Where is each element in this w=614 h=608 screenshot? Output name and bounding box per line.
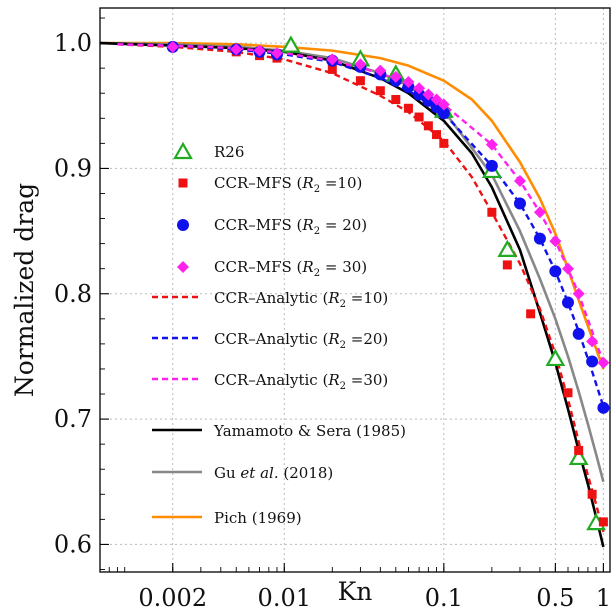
x-tick-label: 0.01 (258, 584, 311, 608)
data-point-circle (572, 327, 585, 340)
data-point-diamond (437, 98, 450, 111)
data-point-diamond (430, 93, 443, 106)
legend-entry: CCR–Analytic (R2 =30) (152, 371, 388, 392)
data-point-diamond (422, 88, 435, 101)
x-tick-labels: 0.002 0.01 0.1 0.5 1 (138, 584, 611, 608)
legend: R26 CCR–MFS (R2 =10) CCR–MFS (R2 = 20) CCR–… (152, 141, 406, 527)
data-point-square (375, 86, 385, 96)
legend-entry: Yamamoto & Sera (1985) (152, 422, 406, 440)
data-point-square (487, 207, 497, 217)
data-point-circle (586, 355, 599, 368)
data-point-diamond (402, 75, 415, 88)
x-axis-title: Kn (338, 577, 373, 606)
legend-marker (177, 261, 189, 273)
legend-entry: CCR–MFS (R2 = 20) (177, 216, 367, 237)
data-point-diamond (586, 335, 599, 348)
y-axis-title: Normalized drag (10, 183, 39, 397)
data-point-square (574, 445, 584, 455)
data-point-diamond (230, 43, 243, 56)
data-point-diamond (513, 174, 526, 187)
legend-entry: CCR–Analytic (R2 =10) (152, 289, 388, 310)
data-point-diamond (389, 70, 402, 83)
data-point-square (403, 103, 413, 113)
data-point-square (432, 130, 442, 140)
data-point-square (327, 64, 337, 74)
data-point-square (391, 94, 401, 104)
legend-entry: CCR–MFS (R2 =10) (178, 174, 362, 195)
legend-entry: Pich (1969) (152, 509, 302, 527)
data-point-diamond (354, 58, 367, 71)
data-point-square (414, 112, 424, 122)
legend-entry: CCR–MFS (R2 = 30) (177, 258, 367, 279)
data-point-circle (561, 296, 574, 309)
series-line-3 (117, 43, 605, 533)
x-tick-label: 0.002 (138, 584, 207, 608)
data-point-square (502, 260, 512, 270)
data-point-circle (513, 197, 526, 210)
data-point-square (587, 489, 597, 499)
series-markers (166, 35, 610, 531)
data-point-diamond (413, 82, 426, 95)
data-point-circle (422, 94, 435, 107)
legend-label: CCR–Analytic (R2 =30) (214, 371, 388, 392)
data-point-triangle (545, 348, 566, 367)
legend-label: Gu et al. (2018) (214, 464, 333, 482)
data-point-diamond (166, 40, 179, 53)
data-point-triangle (280, 35, 301, 53)
legend-marker (177, 219, 189, 231)
data-point-diamond (597, 356, 610, 369)
axis-ticks (99, 17, 604, 572)
y-tick-label: 0.6 (54, 530, 92, 558)
data-point-square (526, 309, 536, 319)
legend-marker (173, 141, 193, 160)
data-point-diamond (572, 287, 585, 300)
y-tick-label: 0.7 (54, 405, 92, 433)
y-tick-label: 1.0 (54, 29, 92, 57)
x-tick-label: 0.5 (536, 584, 574, 608)
data-point-square (439, 138, 449, 148)
data-point-square (355, 76, 365, 86)
legend-label: R26 (214, 143, 244, 161)
data-point-circle (413, 88, 426, 101)
legend-label: Pich (1969) (214, 509, 302, 527)
y-tick-labels: 0.6 0.7 0.8 0.9 1.0 (54, 29, 92, 558)
data-point-triangle (568, 447, 589, 466)
legend-label: Yamamoto & Sera (1985) (213, 422, 406, 440)
data-point-circle (533, 232, 546, 245)
data-point-circle (437, 107, 450, 120)
data-point-diamond (485, 138, 498, 151)
data-point-diamond (549, 235, 562, 248)
data-point-diamond (326, 53, 339, 66)
data-point-square (598, 517, 608, 527)
legend-marker (178, 178, 188, 188)
y-tick-label: 0.9 (54, 154, 92, 182)
data-point-circle (549, 265, 562, 278)
legend-label: CCR–MFS (R2 = 20) (214, 216, 367, 237)
legend-label: CCR–Analytic (R2 =10) (214, 289, 388, 310)
data-point-square (563, 388, 573, 398)
legend-label: CCR–MFS (R2 = 30) (214, 258, 367, 279)
data-point-diamond (374, 64, 387, 77)
data-point-triangle (497, 239, 518, 257)
legend-label: CCR–Analytic (R2 =20) (214, 330, 388, 351)
x-tick-label: 0.1 (425, 584, 463, 608)
data-point-diamond (533, 206, 546, 219)
data-point-circle (597, 401, 610, 414)
data-point-diamond (270, 47, 283, 60)
plot-frame (99, 7, 611, 573)
data-point-circle (485, 159, 498, 172)
data-point-square (423, 121, 433, 131)
legend-entry: CCR–Analytic (R2 =20) (152, 330, 388, 351)
series-line-0 (100, 41, 605, 370)
data-point-diamond (561, 262, 574, 275)
data-point-diamond (253, 44, 266, 57)
x-tick-label: 1 (596, 584, 611, 608)
legend-entry: R26 (173, 141, 244, 161)
y-tick-label: 0.8 (54, 280, 92, 308)
legend-label: CCR–MFS (R2 =10) (214, 174, 362, 195)
legend-entry: Gu et al. (2018) (152, 464, 333, 482)
